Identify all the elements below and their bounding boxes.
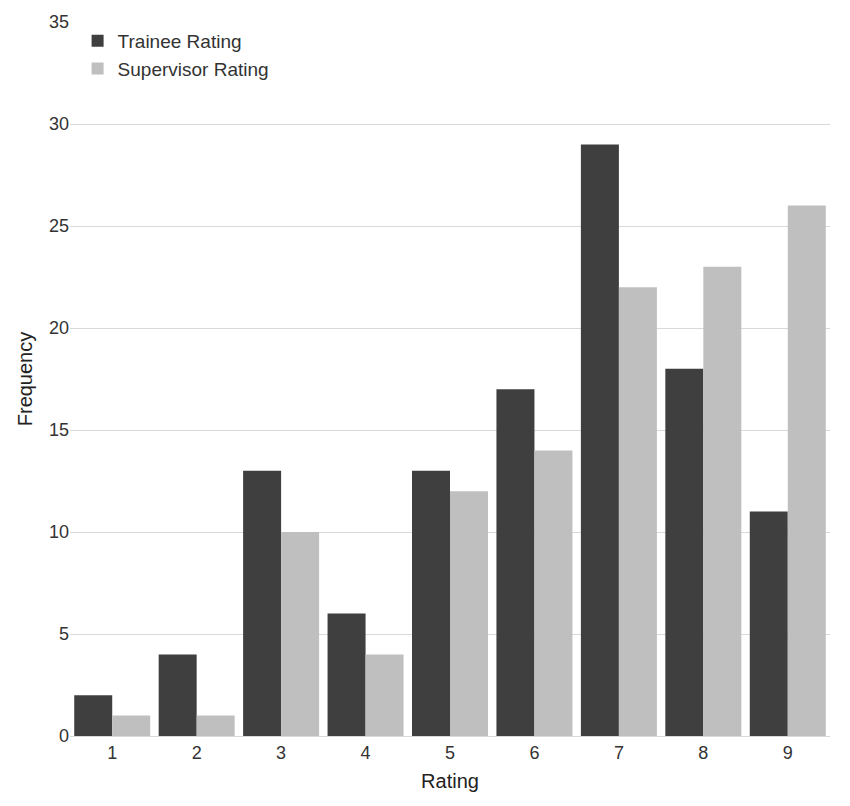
svg-text:30: 30 xyxy=(49,114,69,134)
svg-text:3: 3 xyxy=(276,743,286,763)
svg-text:20: 20 xyxy=(49,318,69,338)
svg-text:15: 15 xyxy=(49,420,69,440)
svg-text:2: 2 xyxy=(192,743,202,763)
svg-text:7: 7 xyxy=(614,743,624,763)
svg-text:5: 5 xyxy=(59,624,69,644)
svg-text:35: 35 xyxy=(49,12,69,32)
svg-text:8: 8 xyxy=(698,743,708,763)
svg-text:Trainee Rating: Trainee Rating xyxy=(118,31,242,52)
svg-text:6: 6 xyxy=(529,743,539,763)
svg-text:Rating: Rating xyxy=(421,770,479,792)
svg-text:0: 0 xyxy=(59,726,69,746)
svg-text:9: 9 xyxy=(783,743,793,763)
svg-text:5: 5 xyxy=(445,743,455,763)
svg-text:4: 4 xyxy=(361,743,371,763)
svg-text:Frequency: Frequency xyxy=(14,332,36,427)
svg-text:25: 25 xyxy=(49,216,69,236)
svg-text:10: 10 xyxy=(49,522,69,542)
svg-text:Supervisor Rating: Supervisor Rating xyxy=(118,59,269,80)
svg-text:1: 1 xyxy=(107,743,117,763)
